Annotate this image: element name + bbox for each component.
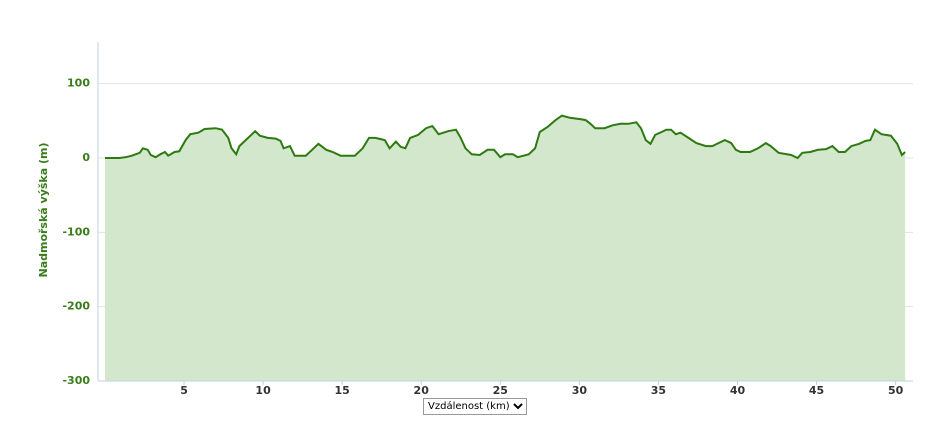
y-tick-label: -100 <box>62 225 90 238</box>
x-tick-label: 50 <box>888 384 904 397</box>
y-tick-label: 100 <box>67 77 90 90</box>
area-fill <box>104 115 906 381</box>
x-tick-label: 45 <box>809 384 824 397</box>
elevation-line <box>105 114 906 160</box>
y-axis-label: Nadmořská výška (m) <box>37 142 50 277</box>
x-tick-label: 25 <box>493 384 508 397</box>
x-tick-label: 20 <box>414 384 430 397</box>
x-tick-label: 10 <box>255 384 271 397</box>
y-tick-label: 0 <box>82 151 90 164</box>
x-tick-label: 5 <box>180 384 188 397</box>
x-tick-label: 35 <box>651 384 666 397</box>
y-tick-label: -300 <box>62 374 90 387</box>
x-tick-label: 15 <box>334 384 349 397</box>
y-tick-label: -200 <box>62 300 90 313</box>
x-tick-label: 40 <box>730 384 746 397</box>
x-tick-label: 30 <box>572 384 588 397</box>
x-axis-selector[interactable]: Vzdálenost (km) <box>423 398 527 415</box>
